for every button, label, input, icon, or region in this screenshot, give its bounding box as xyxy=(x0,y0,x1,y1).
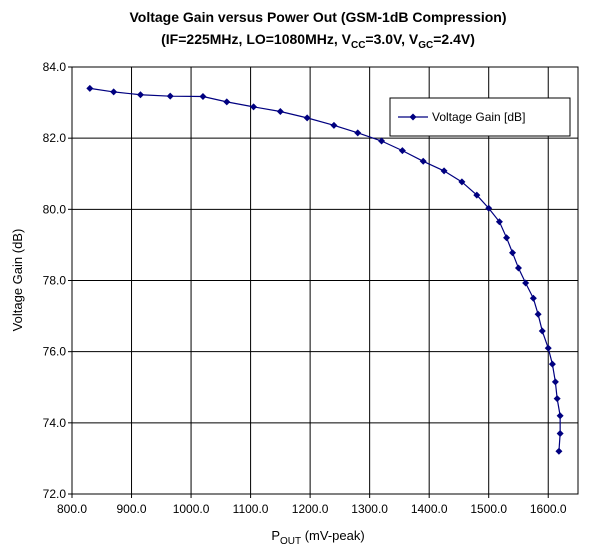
data-point xyxy=(495,218,503,226)
y-tick-label: 72.0 xyxy=(43,487,67,501)
data-point xyxy=(538,327,546,335)
y-tick-label: 78.0 xyxy=(43,274,67,288)
data-point xyxy=(199,93,207,101)
data-point xyxy=(354,129,362,137)
legend-marker xyxy=(409,113,417,121)
legend-label: Voltage Gain [dB] xyxy=(432,110,525,124)
x-tick-label: 1200.0 xyxy=(292,502,329,516)
x-tick-label: 1500.0 xyxy=(470,502,507,516)
data-point xyxy=(136,91,144,99)
data-point xyxy=(553,395,561,403)
x-tick-label: 900.0 xyxy=(117,502,147,516)
x-label-part: P xyxy=(271,528,280,543)
data-point xyxy=(503,234,511,242)
data-point xyxy=(556,412,564,420)
x-tick-label: 1100.0 xyxy=(233,502,269,516)
data-point xyxy=(485,204,493,212)
data-point xyxy=(276,107,284,115)
x-tick-label: 1300.0 xyxy=(351,502,388,516)
data-point xyxy=(330,121,338,129)
data-point xyxy=(556,430,564,438)
x-tick-label: 800.0 xyxy=(57,502,87,516)
data-point xyxy=(548,360,556,368)
subtitle-part: (IF=225MHz, LO=1080MHz, V xyxy=(161,31,352,47)
y-tick-label: 74.0 xyxy=(43,416,67,430)
subtitle-part: =3.0V, V xyxy=(365,31,418,47)
data-point xyxy=(166,92,174,100)
subtitle-part: =2.4V) xyxy=(433,31,475,47)
data-point xyxy=(378,137,386,145)
data-point xyxy=(534,310,542,318)
data-point xyxy=(555,447,563,455)
data-point xyxy=(303,114,311,122)
data-point xyxy=(419,157,427,165)
data-point xyxy=(223,98,231,106)
data-point xyxy=(398,147,406,155)
x-tick-label: 1400.0 xyxy=(411,502,448,516)
x-label-sub: OUT xyxy=(280,536,301,547)
y-tick-label: 76.0 xyxy=(43,345,67,359)
data-point xyxy=(458,178,466,186)
subtitle-sub: GC xyxy=(418,40,433,51)
y-tick-label: 82.0 xyxy=(43,131,67,145)
data-point xyxy=(509,249,517,257)
data-point xyxy=(110,88,118,96)
chart-subtitle: (IF=225MHz, LO=1080MHz, VCC=3.0V, VGC=2.… xyxy=(161,31,475,51)
data-point xyxy=(551,378,559,386)
data-point xyxy=(544,344,552,352)
x-tick-label: 1000.0 xyxy=(173,502,210,516)
x-axis-label: POUT (mV-peak) xyxy=(271,528,364,547)
y-tick-label: 84.0 xyxy=(43,60,67,74)
data-point xyxy=(440,167,448,175)
chart-title: Voltage Gain versus Power Out (GSM-1dB C… xyxy=(129,9,506,25)
y-axis-label: Voltage Gain (dB) xyxy=(10,229,25,332)
data-point xyxy=(514,264,522,272)
x-label-part: (mV-peak) xyxy=(301,528,365,543)
data-point xyxy=(473,191,481,199)
x-tick-label: 1600.0 xyxy=(530,502,567,516)
data-point xyxy=(529,294,537,302)
data-point xyxy=(86,84,94,92)
y-tick-label: 80.0 xyxy=(43,202,67,216)
data-point xyxy=(522,279,530,287)
subtitle-sub: CC xyxy=(351,40,365,51)
data-point xyxy=(250,103,258,111)
